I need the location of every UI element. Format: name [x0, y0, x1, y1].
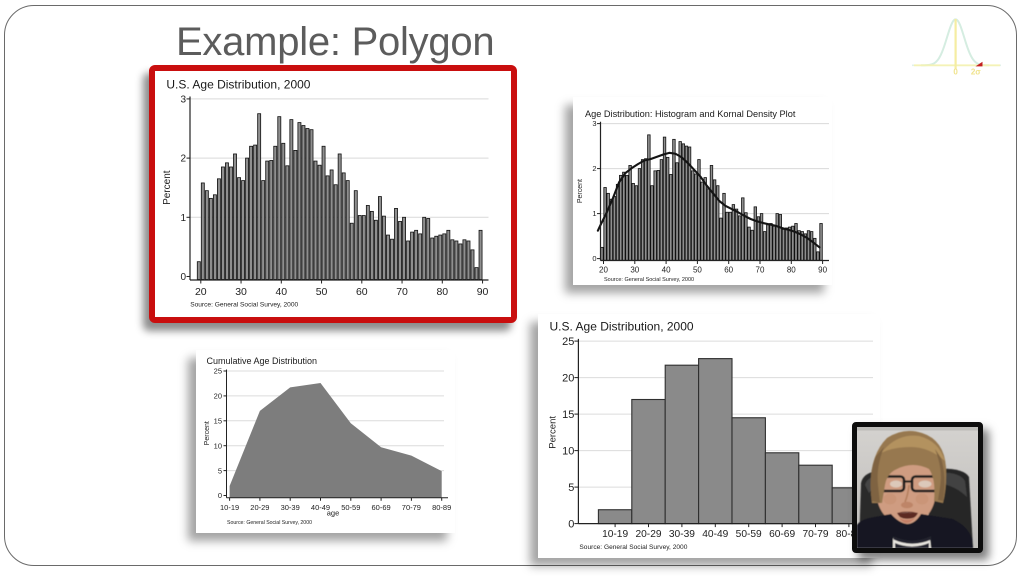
svg-text:80-89: 80-89: [432, 503, 451, 512]
svg-text:40-49: 40-49: [702, 529, 728, 540]
svg-text:age: age: [327, 509, 340, 518]
svg-text:Age Distribution: Histogram an: Age Distribution: Histogram and Kornal D…: [585, 109, 796, 119]
svg-text:30: 30: [235, 286, 247, 298]
svg-text:2: 2: [180, 154, 186, 165]
svg-text:80-89: 80-89: [836, 529, 862, 540]
svg-text:40: 40: [275, 286, 287, 298]
svg-text:Cumulative Age Distribution: Cumulative Age Distribution: [207, 356, 318, 366]
svg-text:70-79: 70-79: [802, 529, 828, 540]
svg-text:10-19: 10-19: [602, 529, 628, 540]
svg-text:60: 60: [724, 266, 733, 275]
svg-text:0: 0: [568, 518, 574, 530]
svg-text:Source: General Social Survey,: Source: General Social Survey, 2000: [190, 302, 298, 309]
svg-text:0: 0: [592, 254, 596, 263]
svg-text:80: 80: [787, 266, 796, 275]
svg-text:0: 0: [953, 68, 958, 77]
svg-text:15: 15: [214, 417, 222, 426]
svg-text:70: 70: [756, 266, 765, 275]
svg-text:30: 30: [630, 266, 639, 275]
svg-text:3: 3: [180, 94, 186, 105]
svg-text:U.S. Age Distribution, 2000: U.S. Age Distribution, 2000: [166, 78, 310, 92]
svg-text:90: 90: [477, 286, 489, 298]
svg-text:40: 40: [662, 266, 671, 275]
svg-text:70-79: 70-79: [402, 503, 421, 512]
svg-text:50-59: 50-59: [736, 529, 762, 540]
svg-text:40-49: 40-49: [311, 503, 330, 512]
svg-text:15: 15: [562, 409, 574, 421]
svg-text:0: 0: [180, 272, 186, 283]
svg-text:Source: General Social Survey,: Source: General Social Survey, 2000: [579, 544, 687, 551]
svg-text:50: 50: [316, 286, 328, 298]
svg-text:2σ: 2σ: [971, 68, 981, 77]
svg-text:3: 3: [592, 119, 596, 128]
svg-text:Source: General Social Survey,: Source: General Social Survey, 2000: [604, 277, 694, 283]
svg-text:30-39: 30-39: [669, 529, 695, 540]
svg-text:80: 80: [436, 286, 448, 298]
svg-text:20: 20: [562, 372, 574, 384]
svg-text:0: 0: [218, 491, 222, 500]
svg-text:Percent: Percent: [162, 170, 173, 205]
svg-text:Source: General Social Survey,: Source: General Social Survey, 2000: [227, 520, 312, 526]
svg-text:20-29: 20-29: [635, 529, 661, 540]
svg-text:5: 5: [568, 482, 574, 494]
svg-text:30-39: 30-39: [281, 503, 300, 512]
svg-text:50-59: 50-59: [341, 503, 360, 512]
svg-text:60-69: 60-69: [769, 529, 795, 540]
svg-text:Percent: Percent: [204, 421, 211, 445]
svg-text:25: 25: [562, 336, 574, 348]
svg-text:1: 1: [180, 213, 186, 224]
svg-text:20-29: 20-29: [250, 503, 269, 512]
svg-text:5: 5: [218, 466, 222, 475]
svg-text:25: 25: [214, 367, 222, 376]
svg-text:20: 20: [195, 286, 207, 298]
svg-text:U.S. Age Distribution, 2000: U.S. Age Distribution, 2000: [550, 320, 694, 334]
svg-text:50: 50: [693, 266, 702, 275]
svg-text:Percent: Percent: [577, 179, 584, 203]
svg-text:20: 20: [214, 392, 222, 401]
svg-text:10: 10: [214, 441, 222, 450]
svg-text:Percent: Percent: [548, 416, 559, 449]
svg-text:70: 70: [396, 286, 408, 298]
svg-text:90: 90: [818, 266, 827, 275]
svg-text:20: 20: [599, 266, 608, 275]
svg-text:60: 60: [356, 286, 368, 298]
svg-text:10-19: 10-19: [220, 503, 239, 512]
svg-text:60-69: 60-69: [372, 503, 391, 512]
svg-text:10: 10: [562, 445, 574, 457]
svg-text:2: 2: [592, 164, 596, 173]
svg-text:1: 1: [592, 209, 596, 218]
